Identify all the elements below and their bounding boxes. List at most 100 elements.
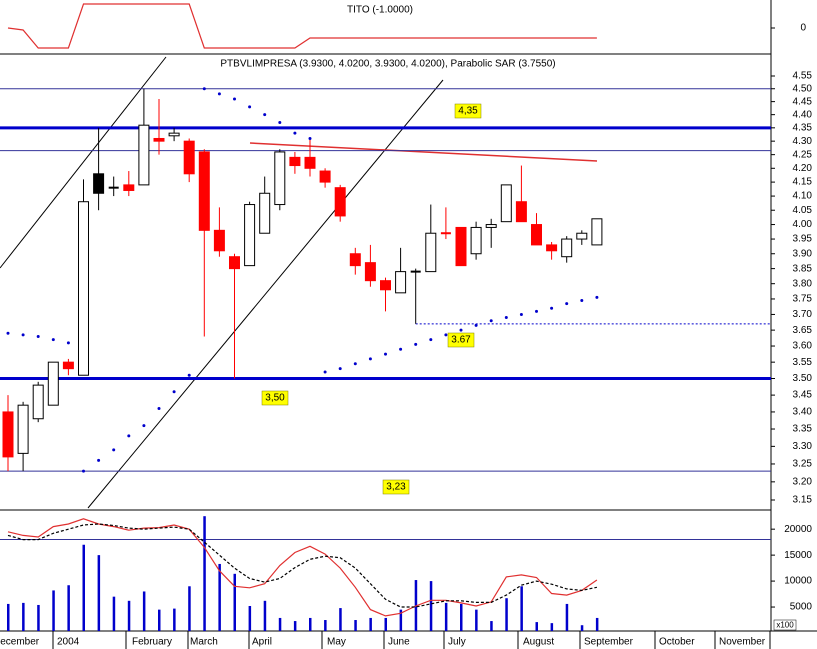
candle-body (319, 170, 331, 183)
volume-bar (475, 609, 478, 631)
volume-bar (142, 591, 146, 631)
volume-bar (399, 609, 403, 631)
x-tick-label: August (523, 637, 554, 648)
level-label: 3,23 (386, 482, 406, 493)
sar-dot (202, 87, 206, 91)
y-tick-label: 4.15 (793, 177, 813, 188)
x-tick-label: March (190, 637, 218, 648)
sar-dot (66, 341, 70, 345)
y-tick-label: 3.55 (793, 357, 813, 368)
y-tick-label: 4.05 (793, 205, 813, 216)
level-label-box (454, 103, 482, 119)
candle-body (289, 156, 301, 167)
y-tick-label: 3.15 (793, 495, 813, 506)
y-tick-label: 3.85 (793, 263, 813, 274)
y-tick-label: 3.30 (793, 441, 813, 452)
y-tick-label: 0 (800, 23, 806, 34)
volume-bar (324, 620, 327, 631)
candle-body (229, 256, 240, 270)
volume-bar (263, 600, 267, 631)
candle-body (591, 218, 603, 246)
sar-dot (429, 338, 433, 342)
indicator-title: TITO (-1.0000) (347, 5, 413, 16)
y-tick-label: 4.40 (793, 109, 813, 120)
y-tick-label: 3.75 (793, 294, 813, 305)
y-tick-label: 3.65 (793, 325, 813, 336)
volume-bar (293, 621, 297, 631)
volume-bar (248, 606, 252, 631)
sar-dot (36, 334, 40, 338)
y-tick-label: 4.45 (793, 96, 813, 107)
sar-dot (580, 299, 584, 303)
volume-bar (37, 604, 40, 631)
candle-body (47, 361, 59, 406)
x-tick-label: October (659, 637, 695, 648)
volume-bar (535, 622, 538, 631)
sar-dot (353, 362, 357, 366)
y-tick-label: 20000 (784, 524, 812, 535)
y-tick-label: 3.35 (793, 424, 813, 435)
volume-bar (173, 608, 176, 631)
sar-dot (535, 309, 538, 313)
volume-bar (203, 516, 206, 631)
y-tick-label: 3.90 (793, 248, 813, 259)
y-tick-label: 3.50 (793, 373, 813, 384)
x-tick-label: February (132, 637, 172, 648)
panel (7, 3, 597, 49)
sar-dot (459, 328, 463, 332)
candle-body (198, 151, 210, 231)
sar-dot (6, 331, 10, 335)
candle-body (380, 280, 391, 291)
chart-title: PTBVLIMPRESA (3.9300, 4.0200, 3.9300, 4.… (220, 59, 555, 70)
panel (0, 87, 771, 473)
sar-dot (112, 448, 116, 452)
sar-dot (293, 131, 297, 135)
y-tick-label: 15000 (784, 550, 812, 561)
volume-bar (339, 608, 342, 631)
y-tick-label: 3.45 (793, 390, 813, 401)
sar-dot (399, 347, 403, 351)
candle-body (425, 232, 437, 273)
level-label-box (447, 332, 475, 348)
candle-body (304, 156, 316, 169)
volume-bar (384, 617, 387, 631)
x-tick-label: December (0, 637, 40, 648)
volume-bar (550, 623, 554, 631)
candle-body (561, 238, 573, 258)
volume-bar (97, 555, 101, 631)
volume-bar (580, 625, 584, 631)
sar-dot (474, 323, 478, 327)
candle-body (455, 226, 467, 267)
x-tick-label: November (719, 637, 766, 648)
candle-body (153, 137, 165, 142)
volume-bar (278, 617, 282, 631)
unit-box (773, 619, 797, 631)
volume-bar (67, 585, 70, 631)
panel (0, 516, 771, 631)
candle-body (485, 224, 497, 228)
volume-bar (127, 600, 131, 631)
volume-bar (429, 581, 433, 631)
unit-label: x100 (776, 621, 794, 630)
candle-body (274, 151, 286, 206)
volume-bar (595, 617, 599, 631)
volume-bar (309, 617, 312, 631)
candle-body (470, 226, 482, 255)
volume-bar (22, 602, 25, 631)
sar-dot (172, 390, 176, 394)
candle-body (546, 244, 558, 252)
candle-body (123, 184, 135, 191)
line (7, 3, 597, 49)
y-tick-label: 4.00 (793, 219, 813, 230)
sar-dot (21, 333, 25, 337)
x-tick-label: April (252, 637, 272, 648)
sar-dot (384, 352, 387, 356)
volume-bar (354, 620, 357, 631)
x-tick-label: June (388, 637, 410, 648)
candle-body (244, 204, 256, 267)
candle-body (183, 140, 195, 175)
candle-body (500, 184, 512, 223)
sar-dot (338, 367, 342, 371)
